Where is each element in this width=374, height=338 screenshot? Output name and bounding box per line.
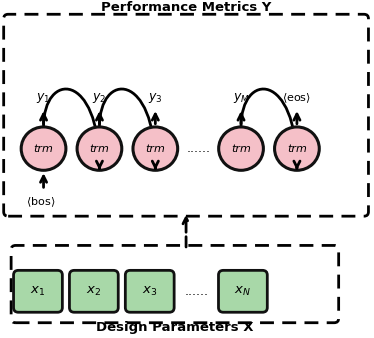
Text: $x_1$: $x_1$: [30, 285, 46, 298]
Text: ......: ......: [184, 285, 208, 298]
Text: $\langle$eos$\rangle$: $\langle$eos$\rangle$: [282, 92, 312, 105]
Circle shape: [219, 127, 263, 170]
Text: $\langle$eos$\rangle$: $\langle$eos$\rangle$: [0, 337, 1, 338]
Text: $y_3$: $y_3$: [148, 91, 163, 105]
Circle shape: [21, 127, 66, 170]
Text: $y_1$: $y_1$: [36, 91, 51, 105]
FancyBboxPatch shape: [13, 270, 62, 312]
Text: Design Parameters X: Design Parameters X: [96, 321, 254, 334]
Circle shape: [275, 127, 319, 170]
Text: $\langle$bos$\rangle$: $\langle$bos$\rangle$: [26, 196, 55, 209]
Circle shape: [133, 127, 178, 170]
Text: $y_M$: $y_M$: [233, 91, 249, 105]
Text: $x_3$: $x_3$: [142, 285, 157, 298]
Text: $x_2$: $x_2$: [86, 285, 101, 298]
FancyBboxPatch shape: [125, 270, 174, 312]
FancyBboxPatch shape: [218, 270, 267, 312]
Text: trm: trm: [287, 144, 307, 154]
Text: $x_N$: $x_N$: [234, 285, 251, 298]
Text: trm: trm: [89, 144, 109, 154]
Text: Performance Metrics Y: Performance Metrics Y: [101, 1, 271, 14]
Text: trm: trm: [34, 144, 53, 154]
Text: $y_2$: $y_2$: [92, 91, 107, 105]
Circle shape: [77, 127, 122, 170]
Text: ......: ......: [186, 142, 210, 155]
FancyBboxPatch shape: [70, 270, 118, 312]
Text: trm: trm: [145, 144, 165, 154]
Text: trm: trm: [231, 144, 251, 154]
